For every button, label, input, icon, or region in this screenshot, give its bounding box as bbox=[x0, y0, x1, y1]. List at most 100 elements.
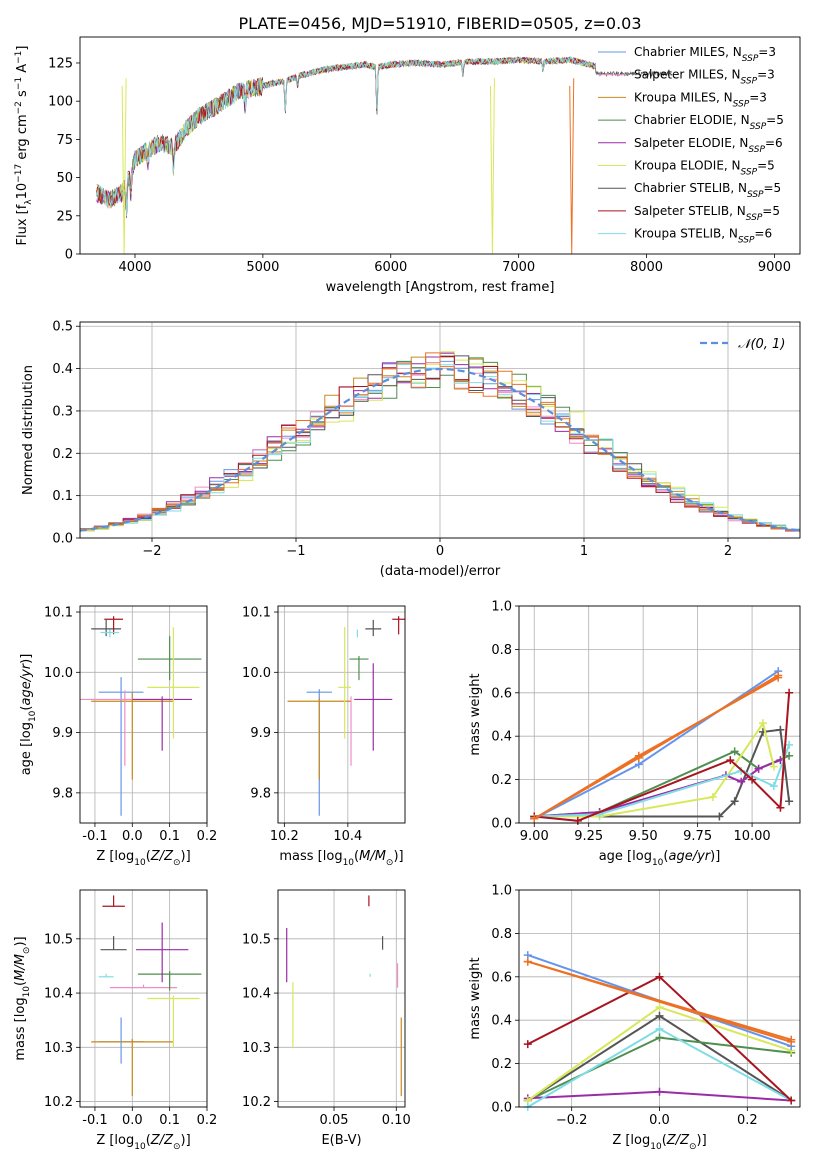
legend-entry: Kroupa ELODIE, NSSP=5 bbox=[634, 159, 775, 178]
mass_weight_vs_Z-ytick-label: 0.0 bbox=[491, 1101, 512, 1116]
legend-entry: Salpeter STELIB, NSSP=5 bbox=[634, 204, 780, 223]
age_vs_mass-axes: 10.2 10.4 9.8 9.9 10.0 10.1 bbox=[242, 606, 405, 844]
spectrum-drop-0 bbox=[121, 78, 127, 254]
residual_histogram-xtick-label: 0 bbox=[436, 544, 444, 559]
residual_histogram-ytick-label: 0.5 bbox=[52, 320, 73, 335]
mass_weight_vs_age-marker bbox=[776, 725, 785, 734]
mass_weight_vs_age-series-salpeter-stelib bbox=[534, 692, 791, 822]
mass_weight_vs_Z-ytick-label: 0.4 bbox=[491, 1014, 512, 1029]
mass_weight_vs_Z-marker bbox=[655, 1003, 664, 1012]
mass_weight_vs_age-xtick-label: 9.00 bbox=[520, 829, 549, 844]
mass_vs_Z-errorbar-salpeter-stelib bbox=[102, 895, 125, 907]
age_vs_mass-plot-area bbox=[278, 606, 405, 823]
mass_weight_vs_age-marker bbox=[573, 816, 582, 825]
legend-entry: Chabrier STELIB, NSSP=5 bbox=[634, 181, 781, 200]
mass_vs_EBV-frame bbox=[277, 889, 406, 1108]
mass_weight_vs_age-frame bbox=[518, 605, 801, 824]
age_vs_mass-ytick-label: 10.1 bbox=[242, 606, 271, 621]
mass_vs_EBV-xlabel: E(B-V) bbox=[321, 1133, 361, 1148]
spectrum-xlabel: wavelength [Angstrom, rest frame] bbox=[326, 280, 555, 295]
mass_vs_Z-ytick-label: 10.4 bbox=[44, 987, 73, 1002]
mass_vs_EBV-ytick-label: 10.3 bbox=[242, 1041, 271, 1056]
normal-curve bbox=[79, 367, 801, 532]
age_vs_Z-xtick-label: 0.2 bbox=[197, 829, 218, 844]
age_vs_Z-ylabel: age [log10(age/yr)] bbox=[19, 654, 38, 776]
age_vs_Z-xlabel: Z [log10(Z/Z⊙)] bbox=[96, 849, 190, 868]
mass_weight_vs_Z-marker bbox=[655, 972, 664, 981]
mass_vs_EBV-axes: 0.05 0.10 10.2 10.3 10.4 10.5 bbox=[242, 890, 411, 1128]
age_vs_Z-ytick-label: 10.0 bbox=[44, 666, 73, 681]
hist-step-orange_fit bbox=[80, 352, 800, 533]
spectrum-ytick-label: 25 bbox=[56, 209, 73, 224]
age_vs_mass-xlabel: mass [log10(M/M⊙)] bbox=[279, 849, 403, 868]
age_vs_Z-plot-area bbox=[80, 606, 207, 823]
mass_vs_Z-errorbar-salpeter-miles bbox=[109, 984, 178, 989]
spectrum-legend: Chabrier MILES, NSSP=3 Salpeter MILES, NS… bbox=[598, 45, 784, 246]
mass_weight_vs_age-marker bbox=[785, 740, 794, 749]
figure-title: PLATE=0456, MJD=51910, FIBERID=0505, z=0… bbox=[238, 14, 641, 33]
hist-legend-label: 𝒩(0, 1) bbox=[738, 337, 785, 352]
mass_weight_vs_age-ytick-label: 0.2 bbox=[491, 773, 512, 788]
age_vs_Z-errorbar-kroupa-elodie bbox=[147, 627, 200, 739]
spectrum-xtick-label: 7000 bbox=[502, 260, 535, 275]
mass_weight_vs_age-marker bbox=[530, 814, 539, 823]
legend-entry: Kroupa MILES, NSSP=3 bbox=[634, 90, 767, 109]
mass_vs_Z-xtick-label: -0.1 bbox=[82, 1113, 107, 1128]
mass_weight_vs_age-marker bbox=[774, 673, 783, 682]
age_vs_mass-xtick-label: 10.4 bbox=[333, 829, 362, 844]
mass_vs_Z-xtick-label: 0.2 bbox=[197, 1113, 218, 1128]
age_vs_Z-ytick-label: 9.9 bbox=[52, 726, 73, 741]
mass_vs_Z-xlabel: Z [log10(Z/Z⊙)] bbox=[96, 1133, 190, 1152]
residual_histogram-ytick-label: 0.2 bbox=[52, 447, 73, 462]
mass_weight_vs_Z-xtick-label: 0.0 bbox=[649, 1113, 670, 1128]
mass_vs_Z-ytick-label: 10.5 bbox=[44, 932, 73, 947]
age_vs_Z-ytick-label: 9.8 bbox=[52, 786, 73, 801]
mass_weight_vs_age-marker bbox=[726, 756, 735, 765]
age_vs_Z-xtick-label: 0.1 bbox=[159, 829, 180, 844]
residual_histogram-ytick-label: 0.1 bbox=[52, 489, 73, 504]
mass_vs_EBV-xtick-label: 0.05 bbox=[320, 1113, 349, 1128]
mass_vs_Z-errorbar-kroupa-elodie bbox=[147, 995, 200, 1048]
spectrum-ytick-label: 100 bbox=[48, 95, 73, 110]
residual_histogram-ytick-label: 0.4 bbox=[52, 362, 73, 377]
mass_vs_Z-xtick-label: 0.1 bbox=[159, 1113, 180, 1128]
age_vs_Z-xtick-label: 0.0 bbox=[122, 829, 143, 844]
mass_weight_vs_age-ytick-label: 1.0 bbox=[491, 600, 512, 615]
legend-entry: Salpeter MILES, NSSP=3 bbox=[634, 68, 775, 87]
mass_weight_vs_age-marker bbox=[785, 688, 794, 697]
mass_weight_vs_Z-marker bbox=[655, 1011, 664, 1020]
age_vs_Z-errorbar-kroupa-stelib bbox=[100, 629, 120, 638]
mass_vs_Z-ytick-label: 10.3 bbox=[44, 1041, 73, 1056]
spectrum-axes: 4000 5000 6000 7000 8000 9000 0 25 50 75 100 125 bbox=[48, 37, 800, 275]
mass_weight_vs_Z-ytick-label: 0.2 bbox=[491, 1057, 512, 1072]
age_vs_mass-ytick-label: 9.9 bbox=[250, 726, 271, 741]
mass_vs_Z-ylabel: mass [log10(M/M⊙)] bbox=[13, 936, 32, 1060]
plot-layer: 4000 5000 6000 7000 8000 9000 0 25 50 75 100 125 Cha… bbox=[13, 36, 801, 1152]
mass_weight_vs_age-ytick-label: 0.4 bbox=[491, 730, 512, 745]
legend-entry: Chabrier MILES, NSSP=3 bbox=[634, 45, 776, 64]
mass_vs_Z-errorbar-chabrier-elodie bbox=[137, 971, 202, 991]
mass_weight_vs_Z-marker bbox=[655, 1087, 664, 1096]
spectrum-line-salpeter-stelib bbox=[96, 56, 596, 215]
mass_weight_vs_age-marker bbox=[715, 812, 724, 821]
age_vs_Z-frame bbox=[79, 605, 208, 824]
mass_weight_vs_age-plot-area bbox=[519, 606, 800, 823]
residual_histogram-axes: −2 −1 0 1 2 0.0 0.1 0.2 0.3 0.4 0.5 bbox=[52, 320, 800, 559]
mass_weight_vs_age-marker bbox=[737, 777, 746, 786]
age_vs_mass-ytick-label: 9.8 bbox=[250, 786, 271, 801]
mass_weight_vs_Z-marker bbox=[523, 957, 532, 966]
mass_weight_vs_Z-series-kroupa-miles bbox=[527, 960, 792, 1041]
mass_weight_vs_age-marker bbox=[785, 797, 794, 806]
mass_weight_vs_Z-ytick-label: 1.0 bbox=[491, 884, 512, 899]
mass_weight_vs_Z-marker bbox=[787, 1035, 796, 1044]
mass_weight_vs_Z-xtick-label: 0.2 bbox=[737, 1113, 758, 1128]
mass_weight_vs_age-ylabel: mass weight bbox=[468, 673, 483, 755]
mass_weight_vs_Z-ylabel: mass weight bbox=[468, 957, 483, 1039]
legend-entry: Kroupa STELIB, NSSP=6 bbox=[634, 227, 772, 246]
age_vs_Z-errorbar-salpeter-stelib bbox=[104, 616, 123, 635]
mass_weight_vs_Z-marker bbox=[655, 1024, 664, 1033]
spectrum-xtick-label: 8000 bbox=[630, 260, 663, 275]
age_vs_mass-errorbar-chabrier-stelib bbox=[365, 619, 382, 637]
mass_vs_EBV-plot-area bbox=[278, 890, 405, 1107]
